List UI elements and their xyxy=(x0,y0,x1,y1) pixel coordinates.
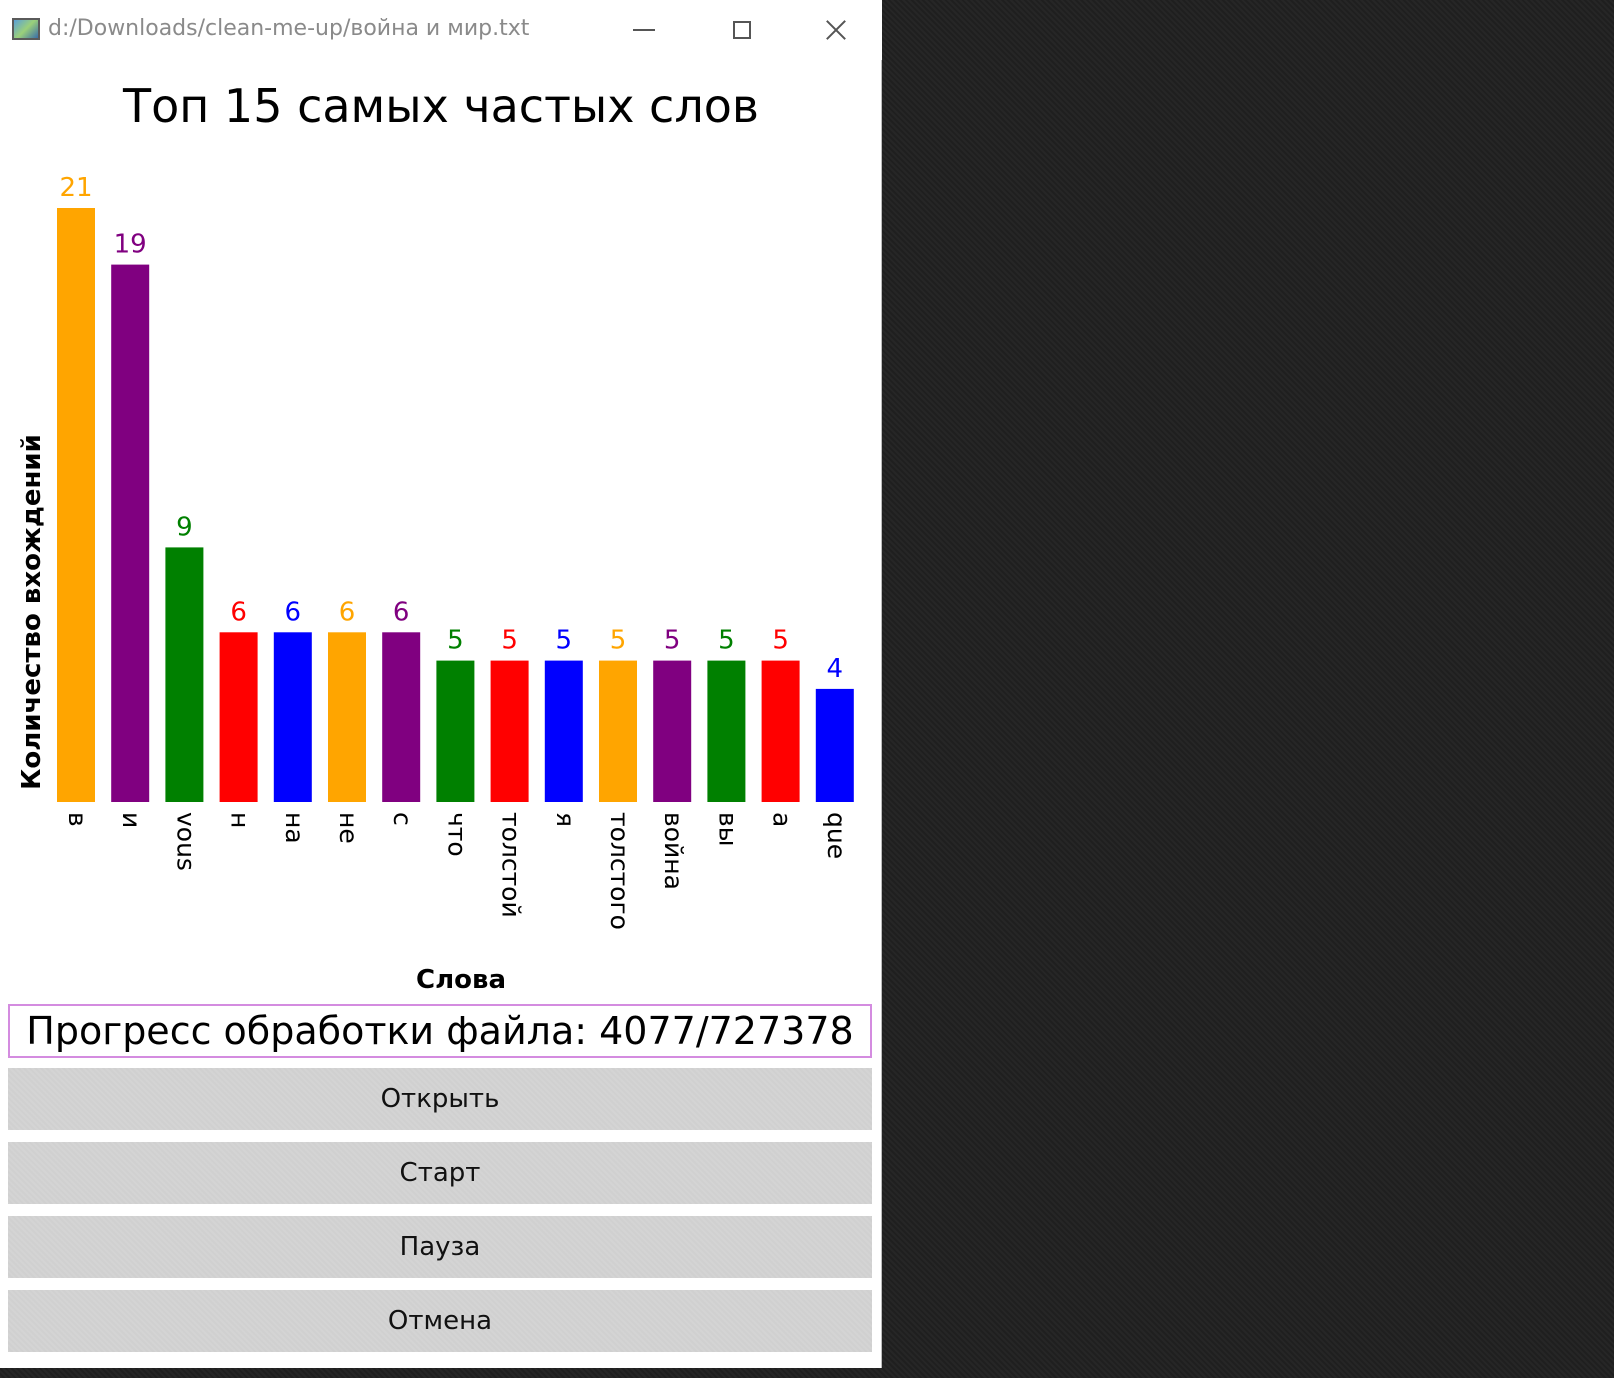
open-button[interactable]: Открыть xyxy=(8,1068,872,1130)
bar-value-label-9: 5 xyxy=(556,626,573,656)
category-label-9: я xyxy=(551,812,580,827)
bar-value-label-8: 5 xyxy=(501,626,518,656)
category-label-0: в xyxy=(63,812,92,827)
bar-value-label-0: 21 xyxy=(59,173,92,203)
bars-group: 21 в 19 и 9 vous 6 н 6 на 6 не 6 с 5 что 5 толстой 5 я 5 толс… xyxy=(57,173,854,930)
bar-5 xyxy=(328,632,366,802)
progress-text: Прогресс обработки файла: 4077/727378 xyxy=(26,1009,854,1053)
bar-value-label-13: 5 xyxy=(772,626,789,656)
cancel-button[interactable]: Отмена xyxy=(8,1290,872,1352)
bar-value-label-12: 5 xyxy=(718,626,735,656)
bar-11 xyxy=(653,660,692,802)
category-label-3: н xyxy=(226,812,255,828)
category-label-1: и xyxy=(117,812,146,828)
bar-7 xyxy=(436,660,475,802)
bar-9 xyxy=(544,660,583,802)
bar-12 xyxy=(707,660,746,802)
app-icon xyxy=(12,18,40,40)
chart-title: Топ 15 самых частых слов xyxy=(122,79,759,133)
bar-value-label-2: 9 xyxy=(176,512,193,542)
bar-value-label-1: 19 xyxy=(114,230,147,260)
title-bar[interactable]: d:/Downloads/clean-me-up/война и мир.txt xyxy=(0,0,882,60)
category-label-11: война xyxy=(659,812,688,890)
category-label-8: толстой xyxy=(497,812,526,918)
x-axis-label: Слова xyxy=(416,965,506,995)
category-label-2: vous xyxy=(171,812,200,871)
bar-value-label-7: 5 xyxy=(447,626,464,656)
bar-value-label-6: 6 xyxy=(393,597,410,627)
category-label-7: что xyxy=(442,812,471,857)
bar-8 xyxy=(490,660,529,802)
start-button[interactable]: Старт xyxy=(8,1142,872,1204)
bar-4 xyxy=(273,632,312,802)
y-axis-label: Количество вхождений xyxy=(17,434,47,790)
bar-10 xyxy=(599,660,637,802)
bar-13 xyxy=(761,660,800,802)
bar-2 xyxy=(165,547,204,802)
minimize-button[interactable] xyxy=(614,10,674,50)
bar-value-label-10: 5 xyxy=(610,626,627,656)
progress-status-box: Прогресс обработки файла: 4077/727378 xyxy=(8,1004,872,1058)
pause-button[interactable]: Пауза xyxy=(8,1216,872,1278)
maximize-button[interactable] xyxy=(712,10,772,50)
window-title: d:/Downloads/clean-me-up/война и мир.txt xyxy=(48,16,530,41)
bar-1 xyxy=(111,264,150,803)
bar-3 xyxy=(219,632,258,802)
category-label-4: на xyxy=(280,812,309,844)
bar-value-label-11: 5 xyxy=(664,626,681,656)
bar-14 xyxy=(815,688,854,802)
category-label-5: не xyxy=(334,812,363,844)
close-button[interactable] xyxy=(806,10,866,50)
bar-value-label-3: 6 xyxy=(230,597,247,627)
bar-6 xyxy=(382,632,421,802)
bar-0 xyxy=(57,208,95,802)
category-label-13: а xyxy=(768,812,797,827)
category-label-10: толстого xyxy=(605,812,634,930)
category-label-14: que xyxy=(822,812,851,859)
minimize-icon xyxy=(633,29,655,31)
bar-value-label-14: 4 xyxy=(827,654,844,684)
app-window: d:/Downloads/clean-me-up/война и мир.txt… xyxy=(0,0,882,1368)
bar-value-label-4: 6 xyxy=(285,597,302,627)
category-label-6: с xyxy=(388,812,417,826)
bar-value-label-5: 6 xyxy=(339,597,356,627)
close-icon xyxy=(825,19,847,41)
maximize-icon xyxy=(733,21,751,39)
category-label-12: вы xyxy=(713,812,742,846)
bar-chart: Топ 15 самых частых слов Количество вхож… xyxy=(17,79,854,995)
